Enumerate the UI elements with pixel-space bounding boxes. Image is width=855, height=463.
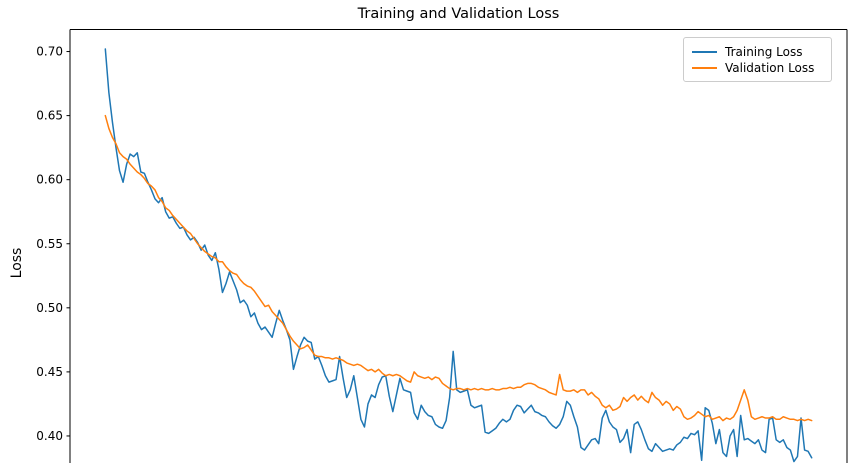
legend: Training Loss Validation Loss (683, 37, 832, 82)
chart-title: Training and Validation Loss (357, 6, 560, 22)
y-tick-label: 0.45 (36, 365, 63, 379)
y-tick-label: 0.55 (36, 237, 63, 251)
y-tick-label: 0.65 (36, 109, 63, 123)
legend-label-validation-loss: Validation Loss (725, 60, 815, 75)
legend-item-validation-loss: Validation Loss (692, 62, 823, 74)
validation-loss-swatch-icon (692, 66, 717, 69)
y-tick-label: 0.60 (36, 173, 63, 187)
y-tick-label: 0.70 (36, 45, 63, 59)
validation-loss-line (104, 114, 813, 422)
training-loss-line (104, 48, 813, 463)
y-tick-label: 0.40 (36, 429, 63, 443)
training-loss-swatch-icon (692, 50, 717, 53)
y-axis-label: Loss (9, 247, 25, 279)
legend-item-training-loss: Training Loss (692, 46, 823, 58)
legend-label-training-loss: Training Loss (725, 44, 803, 59)
y-tick-label: 0.50 (36, 301, 63, 315)
